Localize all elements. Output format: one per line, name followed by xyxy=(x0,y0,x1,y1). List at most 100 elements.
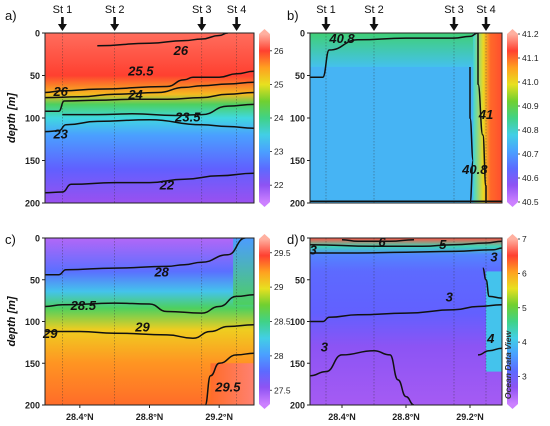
y-tick-label: 50 xyxy=(30,71,40,81)
colorbar-tick-label: 4 xyxy=(522,337,527,347)
station-name: St 1 xyxy=(53,4,73,16)
contour-line-23-5 xyxy=(62,103,254,117)
contour-line-6 xyxy=(341,238,415,243)
colorbar-tick-label: 25 xyxy=(274,79,284,89)
contour-label: 6 xyxy=(378,234,386,249)
colorbar xyxy=(259,239,270,404)
contour-label: 29.5 xyxy=(214,380,241,395)
contour-label: 3 xyxy=(321,340,329,355)
colorbar-tick-label: 26 xyxy=(274,46,284,56)
contour-line-24 xyxy=(45,91,254,112)
station-name: St 1 xyxy=(316,4,336,16)
station-arrow-icon xyxy=(449,17,459,31)
colorbar-tick-label: 40.7 xyxy=(522,149,539,159)
y-axis-label: depth [m] xyxy=(6,296,18,346)
contour-line-28-5 xyxy=(45,294,254,314)
colorbar-tick-label: 41.1 xyxy=(522,53,539,63)
y-tick-label: 150 xyxy=(290,156,305,166)
contour-line-4 xyxy=(477,347,502,356)
contour-line-5 xyxy=(310,240,502,248)
field-d-east-patch xyxy=(486,271,502,372)
contour-label: 3 xyxy=(310,243,318,258)
panel-label: c) xyxy=(5,232,16,247)
y-tick-label: 50 xyxy=(30,275,40,285)
contour-line-22 xyxy=(45,172,254,194)
y-tick-label: 50 xyxy=(295,71,305,81)
y-tick-label: 200 xyxy=(290,199,305,209)
station-name: St 3 xyxy=(444,4,464,16)
panel-label: a) xyxy=(5,8,17,23)
y-tick-label: 200 xyxy=(25,199,40,209)
contour-line-3 xyxy=(310,349,415,405)
contour-label: 5 xyxy=(439,237,447,252)
temperature-field xyxy=(45,33,254,203)
colorbar-bottom-cap xyxy=(507,202,518,207)
y-tick-label: 0 xyxy=(35,29,40,39)
contour-label: 28 xyxy=(153,264,169,279)
colorbar-tick-label: 41.2 xyxy=(522,29,539,39)
colorbar-bottom-cap xyxy=(507,404,518,409)
color-field xyxy=(310,33,502,203)
y-tick-label: 100 xyxy=(290,114,305,124)
panel-b: 40.8 41 40.8 0 50 100 150 200 b) St 1 St 2 St 3 St 4… xyxy=(287,4,539,209)
colorbar-tick-label: 22 xyxy=(274,180,284,190)
y-tick-label: 100 xyxy=(25,317,40,327)
station-name: St 2 xyxy=(364,4,384,16)
colorbar-bottom-cap xyxy=(259,404,270,409)
contour-line-3 xyxy=(310,304,502,323)
colorbar-tick-label: 5 xyxy=(522,303,527,313)
colorbar-top-cap xyxy=(507,29,518,34)
station-arrow-icon xyxy=(321,17,331,31)
color-field xyxy=(310,238,502,405)
contour-label: 4 xyxy=(486,331,495,346)
colorbar-tick-label: 23 xyxy=(274,147,284,157)
contour-line-3 xyxy=(310,247,502,254)
y-axis-label: depth [m] xyxy=(6,93,18,143)
y-tick-label: 100 xyxy=(290,317,305,327)
x-tick-label: 28.8°N xyxy=(392,412,420,422)
colorbar-tick-label: 6 xyxy=(522,268,527,278)
y-tick-label: 100 xyxy=(25,114,40,124)
y-tick-label: 0 xyxy=(35,234,40,244)
colorbar xyxy=(507,239,518,404)
contour-line-29 xyxy=(45,324,254,339)
colorbar-tick-label: 27.5 xyxy=(274,385,291,395)
field-d xyxy=(310,238,502,405)
colorbar-tick-label: 29.5 xyxy=(274,248,291,258)
contour-label: 41 xyxy=(478,107,493,122)
contour-label: 29 xyxy=(42,326,58,341)
panel-label: d) xyxy=(287,232,299,247)
colorbar-tick-label: 28 xyxy=(274,351,284,361)
station-arrow-icon xyxy=(232,17,242,31)
colorbar-tick-label: 41.0 xyxy=(522,77,539,87)
station-arrow-icon xyxy=(57,17,67,31)
contour-label: 40.8 xyxy=(328,31,355,46)
station-arrow-icon xyxy=(110,17,120,31)
contour-label: 26 xyxy=(52,84,68,99)
y-tick-label: 150 xyxy=(25,359,40,369)
contour-line-4 xyxy=(482,267,502,299)
colorbar-bottom-cap xyxy=(259,202,270,207)
x-tick-label: 29.2°N xyxy=(456,412,484,422)
color-field xyxy=(45,33,254,203)
y-tick-label: 0 xyxy=(300,29,305,39)
contour-label: 22 xyxy=(159,177,175,192)
station-arrow-icon xyxy=(369,17,379,31)
y-tick-label: 150 xyxy=(25,156,40,166)
contour-line-25-5 xyxy=(45,81,254,99)
contour-line-26 xyxy=(45,70,254,94)
colorbar-tick-label: 3 xyxy=(522,372,527,382)
contour-label: 29 xyxy=(134,320,150,335)
x-tick-label: 28.8°N xyxy=(136,412,164,422)
station-name: St 2 xyxy=(105,4,125,16)
panel-label: b) xyxy=(287,8,299,23)
contour-label: 26 xyxy=(173,43,189,58)
colorbar-tick-label: 29 xyxy=(274,282,284,292)
station-name: St 3 xyxy=(192,4,212,16)
contour-label: 23 xyxy=(52,126,68,141)
y-tick-label: 200 xyxy=(25,401,40,411)
contour-label: 40.8 xyxy=(461,162,488,177)
x-tick-label: 28.4°N xyxy=(66,412,94,422)
contour-label: 3 xyxy=(446,289,454,304)
